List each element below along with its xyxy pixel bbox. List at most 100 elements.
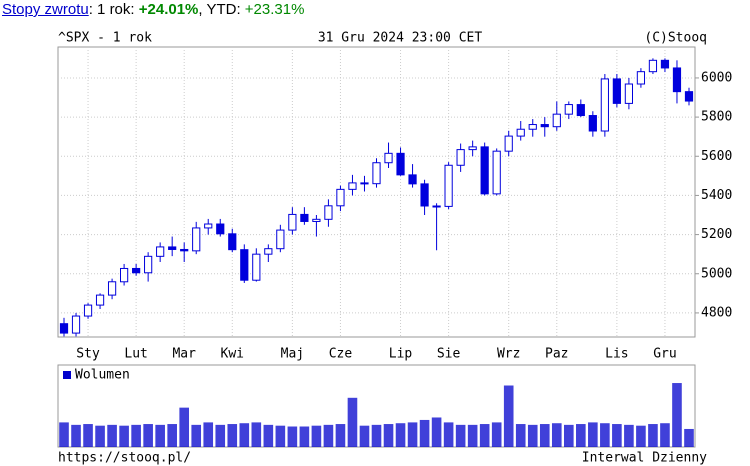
candle-body (83, 304, 93, 317)
candle-body (168, 246, 177, 250)
candle-body (552, 113, 561, 128)
candle-body (660, 59, 670, 69)
volume-bar (467, 424, 478, 447)
volume-bar (491, 422, 502, 447)
candle-body (119, 267, 129, 283)
candle-body (444, 164, 453, 207)
return-1y: +24.01% (138, 1, 199, 18)
x-tick-label: Wrz (497, 347, 520, 362)
candle-body (180, 248, 189, 252)
x-tick-label: Maj (281, 347, 304, 362)
volume-bar (311, 425, 322, 447)
candle-body (216, 223, 225, 235)
x-tick-label: Lut (124, 347, 147, 362)
volume-bar (287, 426, 298, 447)
candle-body (288, 213, 297, 231)
volume-bar (215, 424, 226, 447)
candle-body (312, 218, 321, 222)
volume-bar (383, 424, 394, 447)
volume-bar (672, 383, 682, 447)
candle-body (588, 115, 597, 132)
x-tick-label: Cze (329, 347, 353, 362)
x-tick-label: Sie (437, 347, 461, 362)
volume-bar (251, 422, 262, 447)
volume-bar (407, 422, 418, 447)
candle-body (600, 78, 609, 132)
volume-bar (323, 424, 334, 447)
volume-bar (167, 424, 177, 447)
candle-body (372, 162, 381, 185)
x-tick-label: Lip (389, 347, 413, 362)
candle-body (360, 182, 369, 185)
candle-body (684, 91, 694, 102)
candle-body (192, 227, 201, 252)
volume-bar (431, 417, 442, 447)
x-tick-label: Mar (172, 347, 196, 362)
candle-body (420, 183, 429, 207)
candle-body (540, 124, 549, 128)
candle-body (564, 104, 573, 115)
chart-title: ^SPX - 1 rok (58, 31, 152, 46)
candle-body (276, 229, 285, 250)
volume-bar (95, 425, 105, 447)
volume-bar (527, 424, 538, 447)
volume-bar (455, 424, 466, 447)
volume-bar (347, 397, 358, 447)
y-tick-label: 5200 (701, 227, 732, 242)
volume-bar (239, 423, 250, 447)
volume-bar (588, 422, 598, 447)
volume-bar (59, 422, 69, 447)
candle-body (504, 135, 513, 152)
volume-bar (648, 424, 658, 447)
volume-bar (275, 425, 286, 447)
chart-subtitle: 31 Gru 2024 23:00 CET (318, 31, 483, 46)
volume-bar (191, 424, 202, 447)
candle-body (324, 205, 333, 220)
y-tick-label: 5600 (701, 149, 732, 164)
candle-body (71, 315, 81, 334)
x-tick-label: Kwi (221, 347, 244, 362)
volume-bar (107, 424, 117, 447)
candle-body (432, 205, 441, 208)
candle-body (408, 174, 417, 185)
volume-bar (479, 424, 490, 447)
candle-body (107, 281, 117, 296)
candle-body (336, 188, 345, 207)
volume-bar (143, 424, 153, 447)
returns-header: Stopy zwrotu: 1 rok: +24.01%, YTD: +23.3… (2, 1, 304, 18)
candle-body (636, 71, 646, 85)
volume-bar (563, 424, 574, 447)
candle-body (59, 323, 69, 334)
footer-right: Interwal Dzienny (582, 451, 707, 466)
volume-bar (299, 426, 310, 447)
volume-bar (684, 428, 694, 447)
return-ytd: +23.31% (244, 1, 305, 18)
volume-bar (203, 422, 214, 447)
candle-body (516, 128, 525, 137)
volume-legend-swatch (63, 371, 71, 379)
volume-bar (539, 424, 550, 447)
volume-bar (395, 423, 406, 447)
candle-body (144, 255, 153, 274)
volume-legend: Wolumen (75, 368, 130, 383)
candle-body (456, 149, 465, 166)
candle-body (252, 253, 261, 281)
volume-bar (576, 424, 586, 447)
volume-bar (515, 424, 526, 447)
returns-link[interactable]: Stopy zwrotu (2, 1, 89, 18)
volume-bar (612, 424, 622, 447)
label-ytd: , YTD: (198, 1, 241, 18)
volume-bar (335, 424, 346, 447)
x-tick-label: Sty (76, 347, 100, 362)
volume-bar (179, 407, 190, 447)
plot-frame (57, 46, 696, 338)
volume-bar (600, 423, 610, 447)
volume-bar (624, 424, 634, 447)
candle-body (396, 152, 405, 176)
y-tick-label: 5800 (701, 110, 732, 125)
volume-bar (263, 424, 274, 447)
candle-body (348, 182, 357, 190)
candle-body (468, 146, 477, 151)
volume-bar (503, 385, 514, 447)
